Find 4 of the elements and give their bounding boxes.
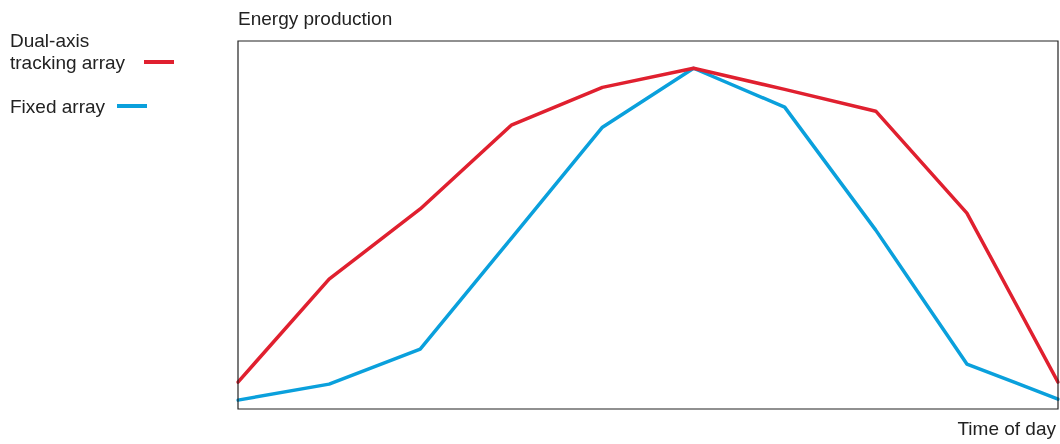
x-axis-title: Time of day	[957, 418, 1056, 440]
y-axis-title: Energy production	[238, 8, 393, 30]
legend-label: Fixed array	[10, 96, 106, 118]
legend-label: Dual-axis tracking array	[10, 30, 127, 74]
